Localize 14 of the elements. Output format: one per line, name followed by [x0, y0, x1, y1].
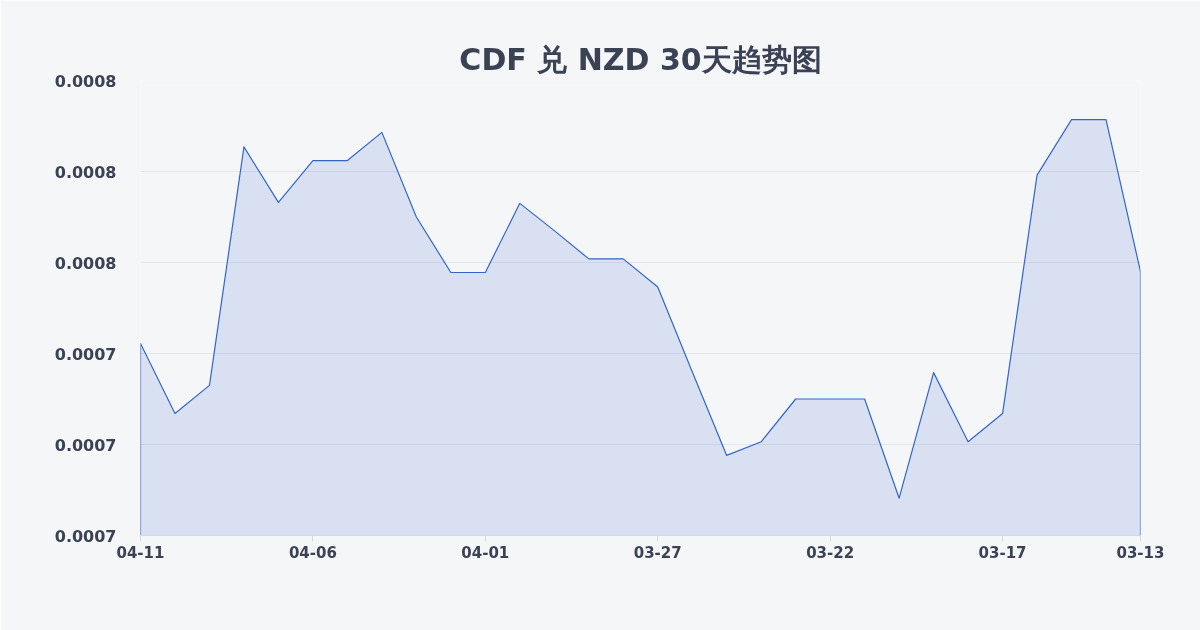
x-tick-label: 03-22	[806, 543, 855, 562]
y-tick-label: 0.0007	[54, 344, 117, 364]
y-tick-label: 0.0007	[54, 526, 117, 546]
x-tick-label: 03-27	[633, 543, 682, 562]
x-tick-label: 04-06	[288, 543, 337, 562]
x-tick-label: 03-13	[1116, 543, 1165, 562]
chart-title: CDF 兑 NZD 30天趋势图	[459, 41, 822, 77]
y-tick-label: 0.0008	[54, 71, 117, 91]
y-tick-label: 0.0008	[54, 253, 117, 273]
y-tick-label: 0.0007	[54, 435, 117, 455]
x-tick-label: 03-17	[978, 543, 1027, 562]
x-tick-label: 04-01	[461, 543, 510, 562]
y-tick-label: 0.0008	[54, 162, 117, 182]
x-tick-label: 04-11	[116, 543, 165, 562]
